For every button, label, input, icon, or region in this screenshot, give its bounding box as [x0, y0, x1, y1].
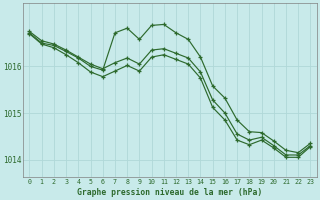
X-axis label: Graphe pression niveau de la mer (hPa): Graphe pression niveau de la mer (hPa) [77, 188, 263, 197]
